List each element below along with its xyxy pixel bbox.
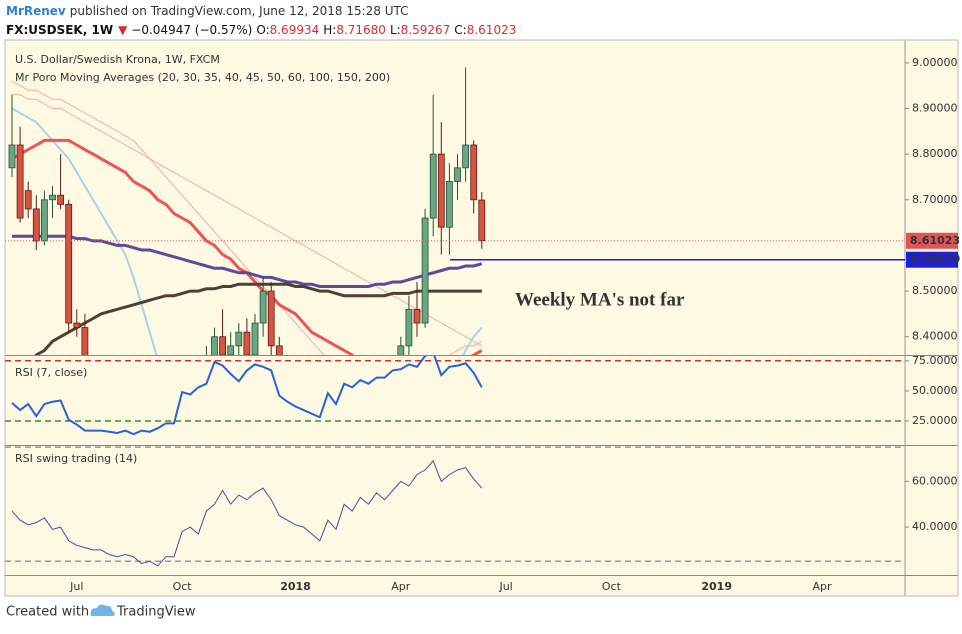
ohlc-label: O: <box>256 23 269 37</box>
main-title: U.S. Dollar/Swedish Krona, 1W, FXCM <box>15 53 220 66</box>
candle-body <box>219 336 227 355</box>
candle-body <box>275 345 283 355</box>
candle-body <box>73 322 81 329</box>
last-price-label: 8.61023 <box>910 234 960 247</box>
candle-body <box>57 194 64 205</box>
y-tick-label: 8.40000 <box>912 330 958 343</box>
level-label: 8.56870 <box>910 253 960 266</box>
footer-created: Created with <box>6 605 89 620</box>
candle-body <box>243 331 251 355</box>
candle-body <box>413 308 421 324</box>
candle-body <box>235 331 243 347</box>
ohlc-label: H: <box>323 23 336 37</box>
header: MrRenev published on TradingView.com, Jun… <box>6 4 516 37</box>
candle-body <box>267 290 275 347</box>
candle-body <box>81 327 89 355</box>
swing-title: RSI swing trading (14) <box>15 452 137 465</box>
footer: Created with TradingView <box>6 604 196 620</box>
candle-body <box>32 208 40 242</box>
symbol: FX:USDSEK, 1W <box>6 23 113 37</box>
candle-body <box>470 144 478 201</box>
candle-body <box>445 181 453 228</box>
candle-body <box>251 322 259 355</box>
candle-body <box>16 144 24 219</box>
candle-body <box>65 203 73 324</box>
level-label-box <box>906 251 958 268</box>
chart-frame <box>4 39 959 597</box>
chart-background <box>5 40 958 596</box>
y-tick-label: 25.0000 <box>912 414 958 427</box>
ohlc-label: L: <box>390 23 401 37</box>
last-price-box <box>906 232 958 249</box>
header-line-2: FX:USDSEK, 1W ▼ −0.04947 (−0.57%) O:8.69934… <box>6 23 516 37</box>
candle-body <box>24 190 32 210</box>
ohlc-value: 8.69934 <box>270 23 320 37</box>
indicator-line <box>11 356 483 436</box>
candle-body <box>405 308 413 347</box>
published: published on TradingView.com, June 12, 2… <box>70 4 409 18</box>
x-tick-label: Jul <box>498 580 512 593</box>
moving-average <box>12 234 483 288</box>
x-tick-label: Oct <box>602 580 622 593</box>
tradingview-logo[interactable] <box>90 604 115 616</box>
candle-body <box>437 153 445 228</box>
candle-body <box>227 345 235 355</box>
y-tick-label: 8.70000 <box>912 193 958 206</box>
x-tick-label: Apr <box>391 580 411 593</box>
moving-average <box>11 80 483 355</box>
x-tick-label: Jul <box>69 580 83 593</box>
header-line-1: MrRenev published on TradingView.com, Jun… <box>6 4 409 18</box>
candle-body <box>259 290 267 324</box>
footer-brand[interactable]: TradingView <box>116 605 196 620</box>
pane <box>5 446 905 567</box>
y-tick-label: 75.0000 <box>912 354 958 367</box>
pane <box>5 67 905 355</box>
pane <box>5 356 905 436</box>
candle-body <box>462 144 470 169</box>
x-tick-label: Oct <box>173 580 193 593</box>
y-tick-label: 9.00000 <box>912 56 958 69</box>
y-tick-label: 8.90000 <box>912 101 958 114</box>
change-arrow: ▼ <box>118 23 128 37</box>
candle-body <box>41 199 48 242</box>
rsi-title: RSI (7, close) <box>15 366 87 379</box>
ohlc-value: 8.71680 <box>336 23 386 37</box>
y-tick-label: 60.0000 <box>912 474 958 487</box>
candle-body <box>49 194 56 201</box>
ma-title: Mr Poro Moving Averages (20, 30, 35, 40,… <box>15 71 390 84</box>
candle-body <box>429 153 437 219</box>
y-tick-label: 40.0000 <box>912 520 958 533</box>
x-tick-label: Apr <box>812 580 832 593</box>
change: −0.04947 (−0.57%) <box>131 23 252 37</box>
ohlc: O:8.69934 H:8.71680 L:8.59267 C:8.61023 <box>256 23 516 37</box>
candle-body <box>211 336 218 355</box>
y-tick-label: 8.50000 <box>912 284 958 297</box>
y-tick-label: 8.80000 <box>912 147 958 160</box>
x-tick-label: 2019 <box>701 580 732 593</box>
annotation: Weekly MA's not far <box>515 289 685 310</box>
candle-body <box>454 167 461 182</box>
candle-body <box>397 345 405 355</box>
indicator-line <box>11 459 483 567</box>
candle-body <box>8 144 16 169</box>
moving-average <box>34 282 482 355</box>
candle-body <box>421 217 429 324</box>
ohlc-label: C: <box>454 23 466 37</box>
ohlc-value: 8.59267 <box>401 23 451 37</box>
y-tick-label: 50.0000 <box>912 384 958 397</box>
author[interactable]: MrRenev <box>6 4 66 18</box>
ohlc-value: 8.61023 <box>467 23 517 37</box>
x-tick-label: 2018 <box>280 580 311 593</box>
moving-average <box>12 94 483 347</box>
moving-average <box>11 107 483 355</box>
candle-body <box>478 199 486 242</box>
